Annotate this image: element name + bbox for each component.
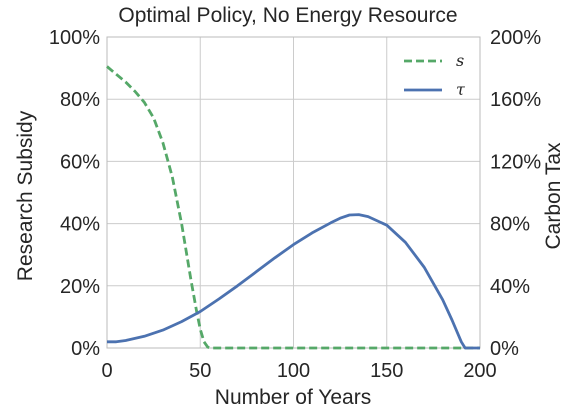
legend-label: s (456, 51, 464, 70)
series-line-tau (107, 213, 480, 350)
series-layer (106, 65, 480, 350)
y-left-tick-label: 100% (49, 27, 100, 49)
plot-frame (106, 36, 481, 349)
y-left-tick-label: 40% (60, 214, 100, 236)
y-axis-left-label: Research Subsidy (14, 110, 37, 281)
legend-label: τ (456, 80, 466, 99)
x-tick-label: 100 (277, 360, 310, 382)
y-right-tick-label: 160% (490, 89, 541, 111)
grid (106, 36, 481, 349)
x-tick-label: 150 (370, 360, 403, 382)
y-right-tick-label: 0% (490, 338, 519, 360)
x-axis-label: Number of Years (215, 386, 371, 409)
y-left-tick-label: 80% (60, 89, 100, 111)
tick-layer: 0 50 100 150 2000%20%40%60%80%100%0%40%80%12… (49, 27, 542, 382)
chart-title: Optimal Policy, No Energy Resource (118, 4, 457, 27)
y-right-tick-label: 40% (490, 276, 530, 298)
y-left-tick-label: 0% (71, 338, 100, 360)
x-tick-label: 0 (101, 360, 112, 382)
x-tick-label: 200 (463, 360, 496, 382)
y-right-tick-label: 120% (490, 151, 541, 173)
y-left-tick-label: 20% (60, 276, 100, 298)
legend: sτ (404, 51, 466, 99)
y-right-tick-label: 200% (490, 27, 541, 49)
y-axis-right-label: Carbon Tax (542, 142, 565, 250)
x-tick-label: 50 (189, 360, 211, 382)
y-right-tick-label: 80% (490, 214, 530, 236)
y-left-tick-label: 60% (60, 151, 100, 173)
